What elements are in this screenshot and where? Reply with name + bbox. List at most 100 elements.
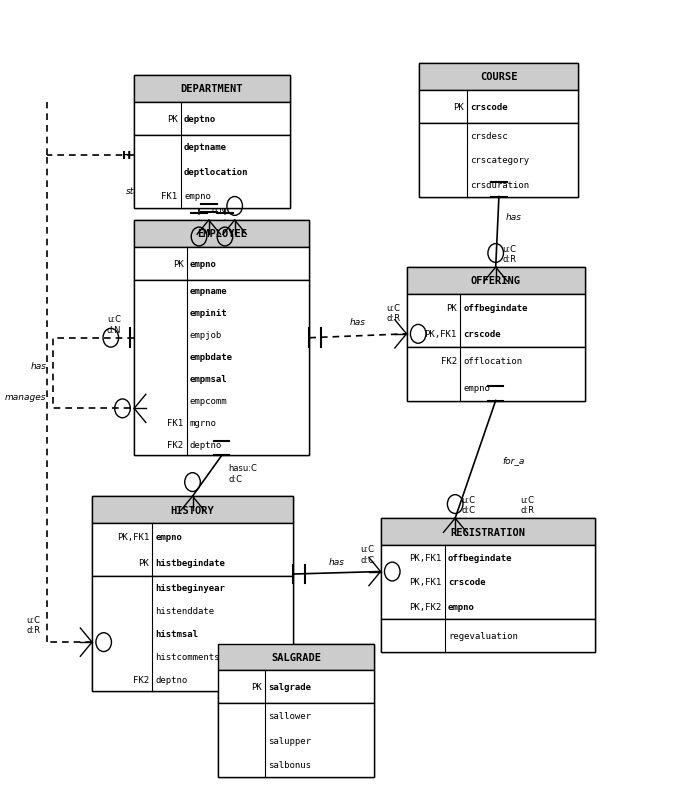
- Text: histenddate: histenddate: [155, 606, 215, 615]
- Text: empcomm: empcomm: [190, 396, 228, 406]
- Text: has: has: [505, 213, 522, 221]
- Bar: [420, 124, 578, 197]
- Bar: [134, 76, 290, 209]
- Text: u:C
d:N: u:C d:N: [107, 315, 121, 334]
- Text: u:C
d:C: u:C d:C: [462, 496, 475, 515]
- Bar: [134, 103, 290, 136]
- Bar: [219, 703, 374, 777]
- Text: crscode: crscode: [471, 103, 508, 111]
- Text: PK,FK1: PK,FK1: [409, 553, 442, 562]
- Text: histbegindate: histbegindate: [155, 559, 226, 568]
- Bar: [420, 91, 578, 124]
- Text: u:C
d:N: u:C d:N: [228, 229, 243, 248]
- Bar: [219, 644, 374, 670]
- Text: u:C
d:R: u:C d:R: [26, 615, 40, 634]
- Text: crscode: crscode: [463, 330, 501, 339]
- Text: OFFERING: OFFERING: [471, 276, 521, 286]
- Text: FK2: FK2: [441, 357, 457, 366]
- Text: deptno: deptno: [190, 440, 222, 449]
- Text: sallower: sallower: [268, 711, 311, 720]
- Text: empno: empno: [184, 192, 211, 201]
- Text: deptno: deptno: [155, 675, 188, 684]
- Text: crsdesc: crsdesc: [471, 132, 508, 140]
- Text: salgrade: salgrade: [268, 683, 311, 691]
- Text: staffed_by: staffed_by: [126, 187, 173, 196]
- Text: u:C
d:N: u:C d:N: [212, 195, 226, 214]
- Text: u:C
d:R: u:C d:R: [386, 303, 400, 322]
- Text: has: has: [30, 361, 47, 371]
- Text: histmsal: histmsal: [155, 630, 199, 638]
- Text: HISTORY: HISTORY: [170, 505, 215, 515]
- Bar: [381, 619, 595, 652]
- Text: DEPARTMENT: DEPARTMENT: [181, 84, 244, 94]
- Text: offbegindate: offbegindate: [463, 303, 528, 312]
- Text: crscode: crscode: [448, 577, 486, 586]
- Text: u:C
d:R: u:C d:R: [520, 496, 534, 515]
- Text: REGISTRATION: REGISTRATION: [450, 527, 525, 537]
- Text: offlocation: offlocation: [463, 357, 522, 366]
- Text: offbegindate: offbegindate: [448, 553, 513, 562]
- Text: empmsal: empmsal: [190, 375, 228, 383]
- Text: salbonus: salbonus: [268, 760, 311, 769]
- Bar: [406, 348, 585, 401]
- Text: has: has: [329, 557, 345, 566]
- Text: for_a: for_a: [502, 456, 524, 464]
- Text: empno: empno: [190, 259, 217, 269]
- Text: has: has: [350, 318, 366, 326]
- Bar: [406, 294, 585, 348]
- Bar: [420, 64, 578, 197]
- Text: PK: PK: [446, 303, 457, 312]
- Text: PK: PK: [167, 115, 177, 124]
- Text: PK: PK: [138, 559, 149, 568]
- Text: empjob: empjob: [190, 330, 222, 340]
- Text: deptno: deptno: [184, 115, 217, 124]
- Text: histbeginyear: histbeginyear: [155, 584, 226, 593]
- Text: SALGRADE: SALGRADE: [271, 652, 322, 662]
- Text: PK,FK1: PK,FK1: [409, 577, 442, 586]
- Bar: [406, 268, 585, 401]
- Bar: [134, 248, 309, 281]
- Text: u:C
d:R: u:C d:R: [502, 245, 516, 264]
- Text: FK2: FK2: [167, 440, 184, 449]
- Bar: [134, 221, 309, 248]
- Bar: [134, 281, 309, 456]
- Text: COURSE: COURSE: [480, 72, 518, 83]
- Text: PK: PK: [172, 259, 184, 269]
- Text: manages: manages: [5, 393, 47, 402]
- Text: u:C
d:C: u:C d:C: [360, 545, 374, 564]
- Text: H: H: [121, 151, 131, 160]
- Bar: [420, 64, 578, 91]
- Text: has: has: [231, 187, 248, 196]
- Bar: [381, 545, 595, 619]
- Text: histcomments: histcomments: [155, 652, 220, 661]
- Text: FK1: FK1: [161, 192, 177, 201]
- Text: hasu:C
d:C: hasu:C d:C: [228, 464, 257, 483]
- Bar: [134, 76, 290, 103]
- Bar: [219, 644, 374, 777]
- Text: u:C
d:N: u:C d:N: [202, 229, 217, 248]
- Text: empinit: empinit: [190, 309, 228, 318]
- Text: empno: empno: [463, 383, 490, 392]
- Text: crsduration: crsduration: [471, 180, 529, 189]
- Text: empbdate: empbdate: [190, 353, 233, 362]
- Bar: [381, 519, 595, 652]
- Text: PK,FK1: PK,FK1: [424, 330, 457, 339]
- Bar: [134, 221, 309, 456]
- Text: mgrno: mgrno: [190, 419, 217, 427]
- Text: EMPLOYEE: EMPLOYEE: [197, 229, 247, 239]
- Bar: [219, 670, 374, 703]
- Text: PK,FK1: PK,FK1: [117, 532, 149, 541]
- Text: PK,FK2: PK,FK2: [409, 602, 442, 611]
- Text: empname: empname: [190, 287, 228, 296]
- Bar: [134, 136, 290, 209]
- Text: deptlocation: deptlocation: [184, 168, 248, 176]
- Text: empno: empno: [448, 602, 475, 611]
- Bar: [92, 523, 293, 577]
- Bar: [92, 496, 293, 691]
- Text: FK1: FK1: [167, 419, 184, 427]
- Bar: [406, 268, 585, 294]
- Bar: [381, 519, 595, 545]
- Text: crscategory: crscategory: [471, 156, 529, 165]
- Text: salupper: salupper: [268, 735, 311, 745]
- Bar: [92, 496, 293, 523]
